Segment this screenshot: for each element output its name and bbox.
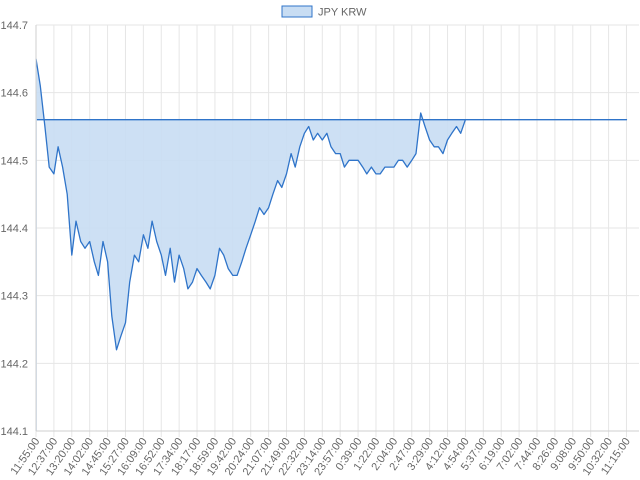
series-area-fill	[36, 58, 627, 432]
y-tick-label: 144.4	[0, 223, 28, 235]
legend-swatch	[281, 5, 313, 18]
y-tick-label: 144.5	[0, 155, 28, 167]
series-area	[35, 58, 628, 432]
y-tick-label: 144.3	[0, 291, 28, 303]
series-line	[35, 58, 628, 351]
y-tick-label: 144.7	[0, 20, 28, 32]
y-tick-label: 144.2	[0, 358, 28, 370]
legend-label: JPY KRW	[318, 7, 367, 19]
legend[interactable]: JPY KRW	[281, 5, 367, 19]
y-tick-label: 144.6	[0, 88, 28, 100]
y-tick-label: 144.1	[0, 426, 28, 438]
